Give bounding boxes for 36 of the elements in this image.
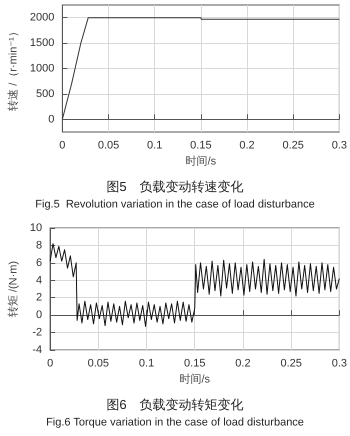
y-tick-label: 4 (36, 274, 42, 286)
y-tick-label: 2 (36, 292, 42, 304)
y-tick-label: 0 (48, 113, 54, 126)
x-tick-label: 0.2 (235, 358, 251, 370)
x-tick-label: 0.3 (332, 358, 348, 370)
x-tick-label: 0.15 (190, 140, 212, 152)
y-tick-label: 1500 (30, 37, 54, 50)
x-axis-title: 时间/s (186, 154, 217, 168)
y-axis-title: 转速 /（r·min⁻¹） (6, 26, 20, 111)
x-tick-label: 0.1 (138, 358, 154, 370)
y-tick-label: -4 (32, 344, 42, 356)
y-tick-label: 2000 (30, 12, 54, 24)
x-tick-label: 0 (59, 140, 66, 152)
y-tick-label: 1000 (30, 62, 54, 74)
y-tick-label: 0 (36, 309, 42, 322)
y-tick-label: 6 (36, 256, 42, 269)
text: Fig.6 Torque variation in the case of load disturbance (46, 416, 304, 428)
text: 图6 负载变动转矩变化 (106, 397, 244, 412)
x-tick-label: 0.15 (184, 358, 206, 370)
y-tick-label: 10 (30, 222, 42, 234)
y-tick-label: 8 (36, 239, 42, 252)
x-tick-label: 0.05 (88, 358, 110, 370)
x-axis-title: 时间/s (179, 372, 211, 386)
x-tick-label: 0.05 (98, 140, 120, 152)
x-tick-label: 0.25 (282, 140, 304, 152)
y-tick-label: 500 (36, 88, 54, 100)
y-axis-title: 转矩 /(N·m) (8, 260, 20, 318)
x-tick-label: 0.3 (332, 140, 348, 152)
x-tick-label: 0.2 (239, 140, 255, 152)
line-series (62, 17, 340, 120)
x-tick-label: 0.25 (280, 358, 302, 370)
line-series (50, 243, 340, 327)
text: 图5 负载变动转速变化 (106, 179, 244, 194)
text: Fig.5 Revolution variation in the case of load disturbance (35, 198, 315, 210)
y-tick-label: -2 (32, 326, 42, 339)
x-tick-label: 0.1 (147, 140, 162, 152)
